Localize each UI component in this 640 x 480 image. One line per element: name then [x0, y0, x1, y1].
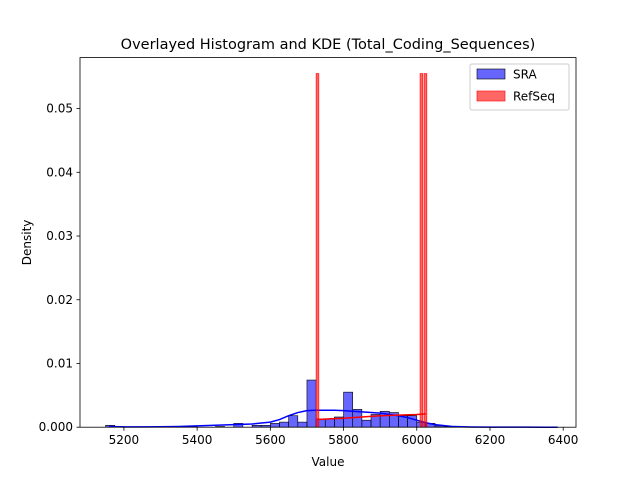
y-axis-ticks: 0.000 0.01 0.02 0.03 0.04 0.05	[39, 102, 80, 434]
y-tick-label: 0.01	[46, 356, 73, 370]
x-tick-label: 6000	[401, 433, 432, 447]
histogram-bar-refseq-2	[423, 73, 428, 428]
legend-swatch-refseq	[476, 90, 506, 102]
histogram-bar-sra-14	[324, 418, 335, 428]
chart-title: Overlayed Histogram and KDE (Total_Codin…	[121, 37, 536, 53]
x-tick-label: 5400	[182, 433, 213, 447]
legend-label-refseq: RefSeq	[513, 90, 555, 104]
y-axis-label: Density	[20, 220, 34, 266]
kde-line-refseq	[317, 413, 426, 421]
x-tick-label: 5800	[328, 433, 359, 447]
histogram-bar-sra-10	[288, 415, 299, 428]
y-tick-label: 0.05	[46, 102, 73, 116]
histogram-bar-sra-18	[361, 419, 372, 428]
x-tick-label: 5600	[255, 433, 286, 447]
histogram-bar-sra-9	[279, 421, 289, 428]
histogram-bar-refseq-0	[315, 73, 320, 428]
legend-swatch-sra	[476, 68, 506, 80]
x-axis-label: Value	[312, 455, 345, 469]
x-tick-label: 6400	[548, 433, 579, 447]
axes-frame	[79, 57, 577, 428]
x-tick-label: 5200	[109, 433, 140, 447]
y-tick-label: 0.04	[46, 165, 73, 179]
histogram-bar-sra-11	[297, 421, 308, 428]
kde-line-sra	[109, 409, 558, 428]
histogram-bar-sra-16	[343, 391, 354, 428]
y-tick-label: 0.03	[46, 229, 73, 243]
histogram-bar-refseq-1	[419, 73, 424, 428]
histogram-bar-sra-12	[306, 379, 317, 428]
y-tick-label: 0.02	[46, 293, 73, 307]
histogram-bar-sra-8	[270, 423, 280, 428]
legend: SRA RefSeq	[469, 63, 570, 111]
x-axis-ticks: 5200 5400 5600 5800 6000 6200 6400	[109, 427, 579, 447]
y-tick-label: 0.000	[39, 420, 73, 434]
legend-label-sra: SRA	[513, 68, 537, 82]
x-tick-label: 6200	[475, 433, 506, 447]
